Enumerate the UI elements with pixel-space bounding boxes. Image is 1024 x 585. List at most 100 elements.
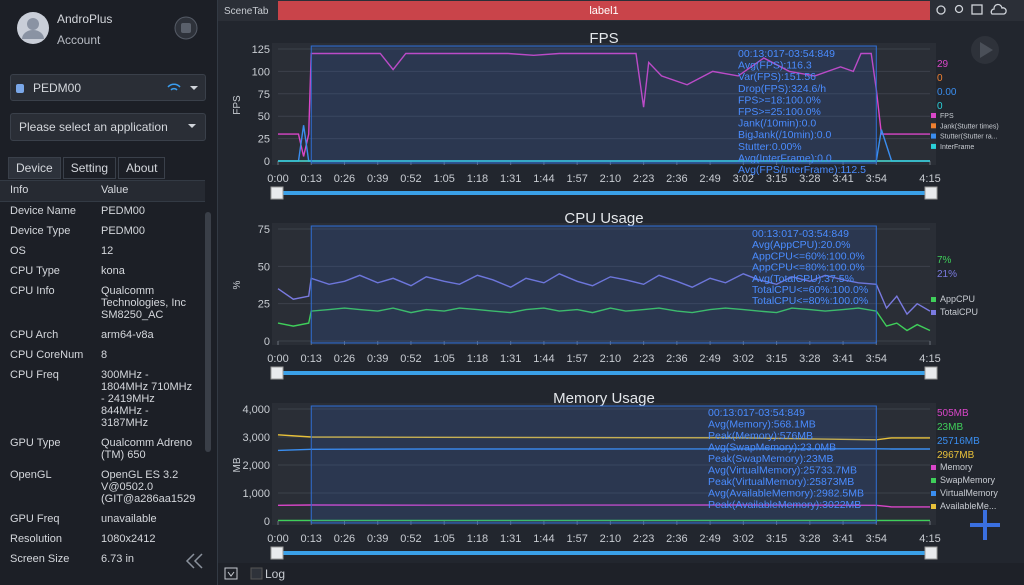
x-tick-label: 0:52 [400,173,421,185]
info-value: Qualcomm Adreno (TM) 650 [101,437,193,461]
info-value: PEDM00 [101,225,146,237]
plot-bg [272,43,936,165]
info-key: Device Type [10,225,71,237]
series-line [277,307,931,332]
x-tick-label: 3:41 [832,353,853,365]
slider-handle[interactable] [270,186,284,200]
x-tick-label: 1:18 [467,353,488,365]
legend-swatch [931,143,936,149]
x-tick-label: 2:23 [633,173,654,185]
latest-value: 29 [937,59,949,70]
info-value: Qualcomm Technologies, Inc SM8250_AC [101,285,186,321]
slider-handle[interactable] [924,546,938,560]
info-key: GPU Freq [10,513,60,525]
table-row: CPU Arch arm64-v8a [0,326,205,346]
scrollbar[interactable] [205,212,211,452]
y-tick-label: 1,000 [242,488,270,500]
app-select[interactable]: Please select an application [10,113,206,141]
scene-tab[interactable]: SceneTab [224,6,269,17]
legend-label: InterFrame [940,144,974,151]
info-key: OS [10,245,26,257]
series-line [278,52,930,157]
annotation: Drop(FPS):324.6/h [738,83,826,95]
slider-handle[interactable] [270,546,284,560]
scene-label: label1 [589,5,618,17]
annotation: Avg(Memory):568.1MB [708,419,816,431]
x-tick-label: 1:05 [433,353,454,365]
info-key: CPU Arch [10,329,59,341]
x-tick-label: 2:36 [666,353,687,365]
tab[interactable]: Setting [62,157,117,179]
y-tick-label: 100 [252,66,270,78]
add-button[interactable] [970,510,1000,540]
x-tick-label: 0:00 [267,173,288,185]
legend-swatch [931,113,936,118]
annotation: Peak(SwapMemory):23MB [708,453,833,465]
info-key: Resolution [10,533,62,545]
legend-swatch [931,465,936,470]
x-tick-label: 0:00 [267,353,288,365]
tab[interactable]: Device [8,157,61,179]
tab[interactable]: About [118,157,166,179]
x-tick-label: 3:41 [832,173,853,185]
series-line [277,504,930,508]
annotation: Var(FPS):151.56 [738,71,816,83]
log-bar [218,563,1024,585]
table-row: CPU Info Qualcomm Technologies, Inc SM825… [0,282,205,326]
annotation: Peak(AvailableMemory):3022MB [708,499,861,511]
latest-value: 25716MB [937,436,980,447]
slider-handle[interactable] [924,186,938,200]
x-tick-label: 1:44 [533,533,554,545]
app-name: AndroPlus [57,12,113,26]
latest-value: 23MB [937,422,963,433]
selection-range [310,45,877,164]
device-table: Info Value Device Name PEDM00 Device Type PED… [0,180,205,570]
latest-value: 0.00 [937,87,957,98]
x-tick-label: 0:52 [400,353,421,365]
latest-value: 7% [937,255,952,266]
x-tick-label: 1:18 [467,533,488,545]
slider-handle[interactable] [924,366,938,380]
annotation: Jank(/10min):0.0 [738,118,816,130]
annotation: BigJank(/10min):0.0 [738,129,832,141]
tabs: Device Setting About [8,157,167,179]
y-axis-label: % [232,280,243,289]
log-toggle[interactable] [224,567,238,580]
log-toggle-icon [227,571,235,577]
x-tick-label: 2:36 [666,173,687,185]
y-tick-label: 0 [264,516,270,528]
x-tick-label: 0:13 [301,533,322,545]
legend-swatch [931,123,936,129]
slider-handle[interactable] [270,366,284,380]
stop-button[interactable] [174,16,198,40]
legend-label: SwapMemory [940,475,996,485]
y-tick-label: 0 [264,156,270,168]
annotation: Avg(TotalCPU):37.5% [752,273,854,285]
annotation: AppCPU<=60%:100.0% [752,250,865,262]
x-tick-label: 0:39 [367,533,388,545]
x-tick-label: 3:02 [733,353,754,365]
log-checkbox[interactable] [250,567,263,580]
annotation: 00:13:017-03:54:849 [738,48,835,60]
annotation: Avg(FPS/InterFrame):112.5 [738,164,866,176]
x-tick-label: 0:26 [334,173,355,185]
y-tick-label: 75 [258,89,270,101]
y-axis-label: FPS [232,95,243,115]
info-key: CPU Type [10,265,60,277]
play-icon [980,42,993,58]
info-key: Screen Size [10,553,70,565]
plot-bg [272,223,936,345]
sidebar: AndroPlus Account PEDM00 Please select a… [0,0,218,585]
annotation: Avg(InterFrame):0.0 [738,152,832,164]
x-tick-label: 2:36 [666,533,687,545]
x-tick-label: 1:05 [433,173,454,185]
x-tick-label: 2:49 [699,353,720,365]
y-tick-label: 2,000 [242,460,270,472]
toolbar-icons[interactable] [936,3,1007,15]
collapse-button[interactable] [184,552,206,570]
account[interactable]: Account [57,33,101,47]
annotation: 00:13:017-03:54:849 [708,407,805,419]
device-select[interactable]: PEDM00 [10,74,206,101]
info-value: kona [101,265,125,277]
annotation: Peak(VirtualMemory):25873MB [708,476,854,488]
